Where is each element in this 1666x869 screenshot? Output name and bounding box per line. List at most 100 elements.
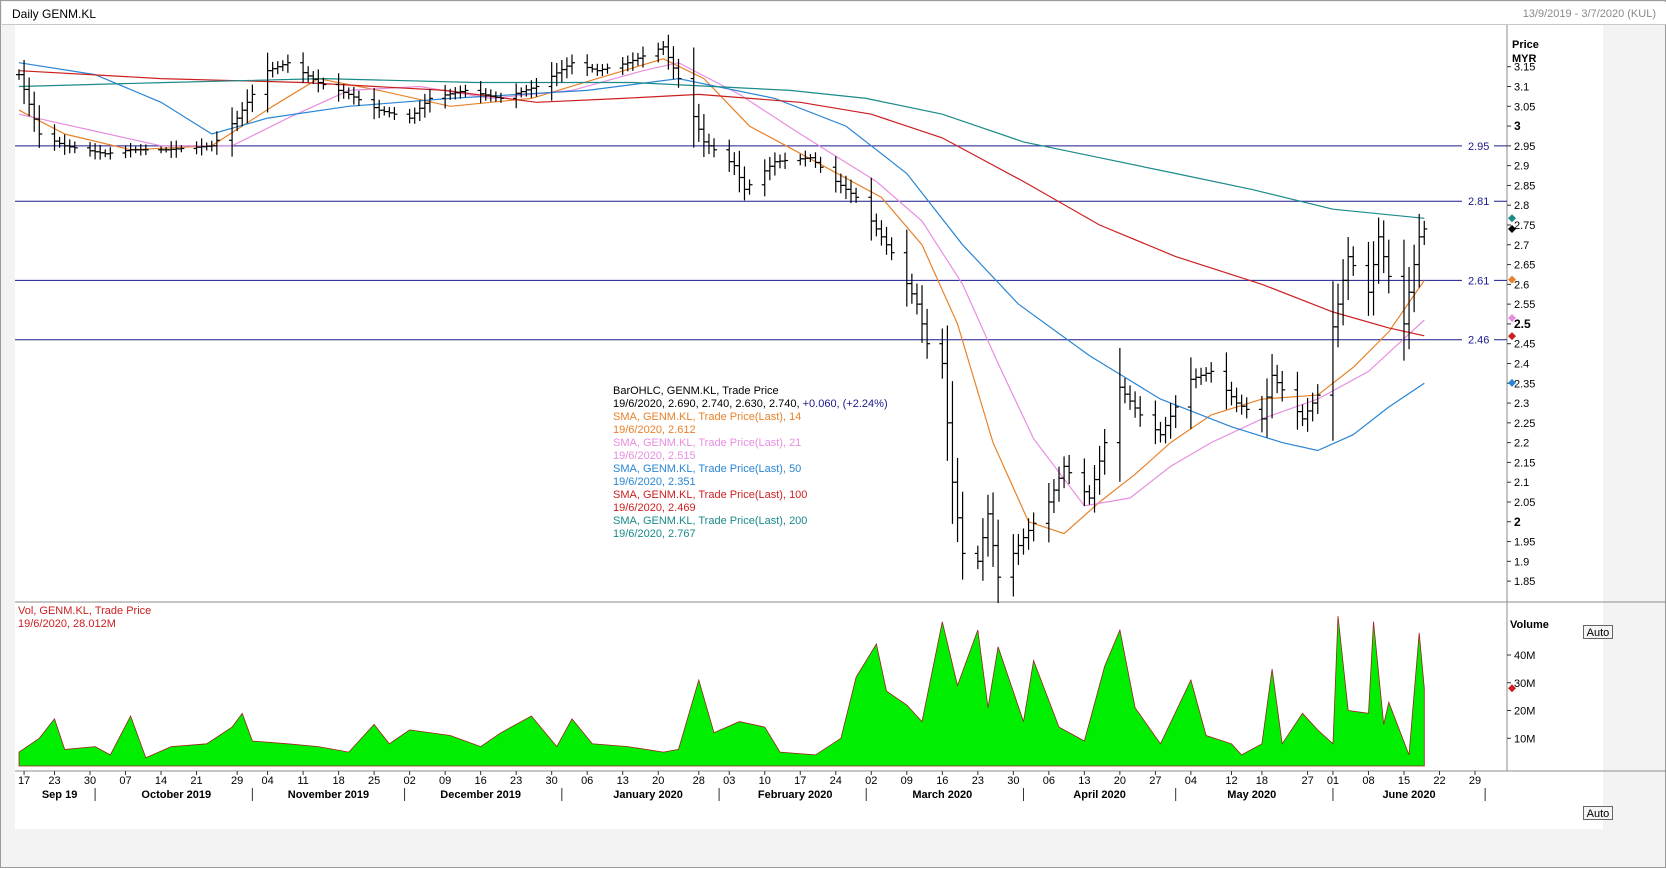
date-tick-label: 17 <box>794 775 806 787</box>
legend-sma-label: SMA, GENM.KL, Trade Price(Last), <box>613 411 789 423</box>
volume-last-marker <box>1508 684 1516 693</box>
chart-title: Daily GENM.KL <box>12 7 97 21</box>
date-tick-label: 23 <box>48 775 60 787</box>
ohlc-bars <box>16 34 1428 604</box>
price-tick-label: 2.25 <box>1514 418 1535 430</box>
last-value-marker <box>1508 214 1516 223</box>
date-tick-label: 14 <box>155 775 167 787</box>
date-tick-label: 06 <box>581 775 593 787</box>
sma-100-line <box>18 70 1425 337</box>
date-tick-label: 23 <box>972 775 984 787</box>
legend-sma-label: SMA, GENM.KL, Trade Price(Last), <box>613 437 789 449</box>
volume-tick-label: 30M <box>1514 678 1535 690</box>
date-tick-label: 30 <box>84 775 96 787</box>
price-tick-label: 2.3 <box>1514 398 1529 410</box>
price-tick-label: 2.65 <box>1514 260 1535 272</box>
last-value-marker <box>1508 378 1516 387</box>
date-tick-label: 30 <box>1007 775 1019 787</box>
legend-sma-100-title: SMA, GENM.KL, Trade Price(Last), 100 <box>613 489 807 501</box>
price-tick-label: 2.85 <box>1514 180 1535 192</box>
date-tick-label: 27 <box>1301 775 1313 787</box>
month-label: March 2020 <box>912 789 972 801</box>
date-tick-label: 20 <box>652 775 664 787</box>
legend-sma-200-title: SMA, GENM.KL, Trade Price(Last), 200 <box>613 515 807 527</box>
price-tick-label: 2.5 <box>1514 317 1531 331</box>
month-label: December 2019 <box>440 789 521 801</box>
date-tick-label: 25 <box>368 775 380 787</box>
sma-50-line <box>18 62 1425 452</box>
legend-change-value: +0.060, (+2.24%) <box>803 398 888 410</box>
legend-sma-100-value: 19/6/2020, 2.469 <box>613 502 696 514</box>
price-tick-label: 2 <box>1514 515 1521 529</box>
volume-axis-label: Volume <box>1510 619 1549 631</box>
price-tick-label: 1.85 <box>1514 576 1535 588</box>
price-tick-label: 2.35 <box>1514 378 1535 390</box>
price-tick-label: 2.7 <box>1514 240 1529 252</box>
legend-main-values: 19/6/2020, 2.690, 2.740, 2.630, 2.740, +… <box>613 398 888 410</box>
date-tick-label: 10 <box>759 775 771 787</box>
date-tick-label: 03 <box>723 775 735 787</box>
last-value-marker <box>1508 332 1516 341</box>
level-label: 2.61 <box>1468 275 1489 287</box>
date-tick-label: 07 <box>119 775 131 787</box>
legend-sma-period: 14 <box>789 411 801 423</box>
month-label: May 2020 <box>1227 789 1276 801</box>
date-tick-label: 12 <box>1225 775 1237 787</box>
volume-legend-value: 19/6/2020, 28.012M <box>18 618 116 630</box>
date-tick-label: 23 <box>510 775 522 787</box>
legend-sma-14-value: 19/6/2020, 2.612 <box>613 424 696 436</box>
level-label-bg <box>1462 194 1494 208</box>
date-tick-label: 11 <box>297 775 308 787</box>
price-tick-label: 3.1 <box>1514 81 1529 93</box>
sma-14-line <box>18 58 1425 535</box>
month-label: June 2020 <box>1382 789 1435 801</box>
price-panel <box>15 25 1507 601</box>
price-tick-label: 1.9 <box>1514 556 1529 568</box>
last-value-marker <box>1508 224 1516 233</box>
month-label: April 2020 <box>1073 789 1126 801</box>
legend-main-title: BarOHLC, GENM.KL, Trade Price <box>613 385 779 397</box>
price-tick-label: 2.6 <box>1514 279 1529 291</box>
header-bar: Daily GENM.KL 13/9/2019 - 3/7/2020 (KUL) <box>2 2 1666 25</box>
price-tick-label: 3 <box>1514 119 1521 133</box>
price-tick-label: 2.8 <box>1514 200 1529 212</box>
date-tick-label: 30 <box>546 775 558 787</box>
date-tick-label: 28 <box>693 775 705 787</box>
price-tick-label: 2.05 <box>1514 497 1535 509</box>
date-tick-label: 18 <box>332 775 344 787</box>
price-tick-label: 2.1 <box>1514 477 1529 489</box>
level-label: 2.46 <box>1468 335 1489 347</box>
date-tick-label: 13 <box>617 775 629 787</box>
date-tick-label: 01 <box>1327 775 1339 787</box>
volume-area <box>18 616 1425 767</box>
date-tick-label: 04 <box>1185 775 1197 787</box>
date-tick-label: 13 <box>1078 775 1090 787</box>
date-tick-label: 24 <box>830 775 842 787</box>
date-tick-label: 29 <box>231 775 243 787</box>
price-tick-label: 3.05 <box>1514 101 1535 113</box>
price-tick-label: 1.95 <box>1514 537 1535 549</box>
price-tick-label: 2.75 <box>1514 220 1535 232</box>
legend-sma-50-value: 19/6/2020, 2.351 <box>613 476 696 488</box>
volume-legend-title: Vol, GENM.KL, Trade Price <box>18 605 151 617</box>
price-tick-label: 2.2 <box>1514 438 1529 450</box>
legend-sma-label: SMA, GENM.KL, Trade Price(Last), <box>613 463 789 475</box>
price-auto-button[interactable]: Auto <box>1583 625 1613 639</box>
month-label: January 2020 <box>613 789 683 801</box>
date-range: 13/9/2019 - 3/7/2020 (KUL) <box>1522 8 1656 20</box>
date-tick-label: 02 <box>865 775 877 787</box>
legend-ohlc-values: 19/6/2020, 2.690, 2.740, 2.630, 2.740, <box>613 398 803 410</box>
legend-sma-label: SMA, GENM.KL, Trade Price(Last), <box>613 515 789 527</box>
sma-200-line <box>18 77 1425 219</box>
volume-auto-button[interactable]: Auto <box>1583 806 1613 820</box>
currency-label: MYR <box>1512 53 1537 65</box>
legend-sma-period: 21 <box>789 437 801 449</box>
month-label: October 2019 <box>141 789 211 801</box>
level-label-bg <box>1462 332 1494 346</box>
last-value-marker <box>1508 313 1516 322</box>
date-tick-label: 17 <box>18 775 30 787</box>
price-tick-label: 2.9 <box>1514 161 1529 173</box>
price-tick-label: 2.15 <box>1514 457 1535 469</box>
price-tick-label: 2.4 <box>1514 358 1529 370</box>
